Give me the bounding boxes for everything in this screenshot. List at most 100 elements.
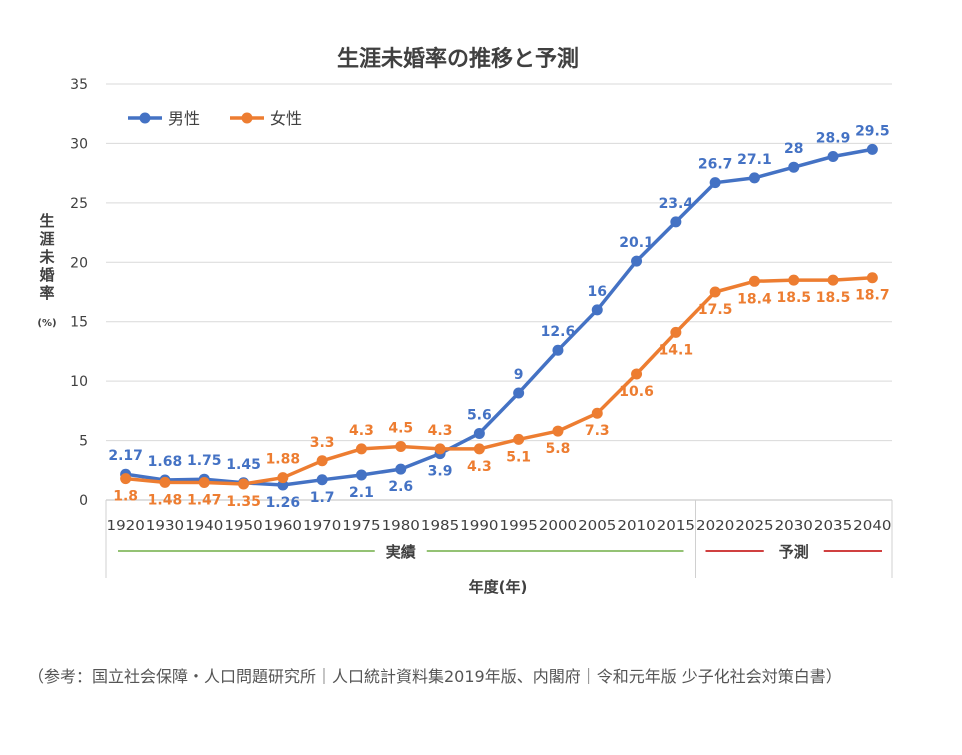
- data-point: [788, 274, 800, 286]
- source-caption: （参考：国立社会保障・人口問題研究所｜人口統計資料集2019年版、内閣府｜令和元…: [28, 667, 842, 686]
- data-label: 1.48: [148, 492, 183, 508]
- data-label: 16: [588, 284, 607, 300]
- data-point: [395, 463, 407, 475]
- data-label: 1.68: [148, 454, 183, 470]
- data-label: 12.6: [541, 324, 576, 340]
- data-label: 1.7: [310, 490, 335, 506]
- data-label: 1.45: [226, 457, 261, 473]
- data-label: 17.5: [698, 302, 733, 318]
- data-label: 4.3: [428, 423, 453, 439]
- x-tick-label: 1930: [146, 519, 184, 534]
- y-tick-label: 0: [79, 493, 88, 509]
- x-tick-label: 1990: [460, 519, 498, 534]
- data-label: 26.7: [698, 157, 733, 173]
- y-tick-label: 10: [70, 374, 88, 390]
- data-label: 4.5: [388, 421, 413, 437]
- y-tick-label: 35: [70, 77, 88, 93]
- data-point: [198, 477, 210, 489]
- x-tick-label: 2015: [657, 519, 695, 534]
- data-label: 2.6: [388, 479, 413, 495]
- x-tick-label: 1920: [107, 519, 145, 534]
- data-point: [355, 469, 367, 481]
- period-groups: 実績 予測: [118, 543, 882, 561]
- legend-marker: [241, 112, 253, 124]
- x-tick-label: 1980: [382, 519, 420, 534]
- axes: 1920 1930 1940 1950 1960 1970 1975 1980 1985 1990…: [105, 499, 893, 578]
- x-tick-label: 2010: [617, 519, 655, 534]
- legend-marker: [139, 112, 151, 124]
- x-tick-label: 1975: [342, 519, 380, 534]
- data-point: [866, 143, 878, 155]
- data-label: 1.88: [266, 452, 301, 468]
- data-label: 18.5: [776, 290, 811, 306]
- data-label: 1.26: [266, 495, 301, 511]
- data-label: 28: [784, 141, 803, 157]
- y-tick-label: 15: [70, 315, 88, 331]
- data-point: [709, 177, 721, 189]
- y-label-char: 未: [38, 248, 55, 266]
- data-point: [748, 275, 760, 287]
- data-label: 5.6: [467, 407, 492, 423]
- data-label: 18.7: [855, 288, 890, 304]
- data-label: 1.35: [226, 494, 261, 510]
- data-point: [748, 172, 760, 184]
- group-label-forecast: 予測: [779, 543, 809, 561]
- y-tick-label: 25: [70, 196, 88, 212]
- data-label: 23.4: [659, 196, 694, 212]
- y-label-char: 率: [39, 284, 54, 302]
- data-label: 2.1: [349, 485, 374, 501]
- data-label: 1.8: [113, 489, 138, 505]
- data-label: 1.47: [187, 493, 222, 509]
- y-label-char: 涯: [39, 230, 54, 248]
- chart-title: 生涯未婚率の推移と予測: [337, 46, 579, 72]
- x-tick-label: 1995: [500, 519, 538, 534]
- legend-label: 女性: [270, 109, 302, 128]
- data-point: [434, 443, 446, 455]
- data-label: 5.1: [506, 449, 531, 465]
- data-point: [827, 151, 839, 163]
- data-label: 9: [514, 367, 524, 383]
- data-label: 18.5: [816, 290, 851, 306]
- data-point: [316, 474, 328, 486]
- data-label: 3.3: [310, 435, 335, 451]
- data-point: [395, 441, 407, 453]
- series-line: [125, 147, 873, 487]
- group-label-actual: 実績: [386, 543, 416, 561]
- data-point: [631, 368, 643, 380]
- data-label: 5.8: [546, 441, 571, 457]
- data-point: [591, 407, 603, 419]
- data-label: 4.3: [349, 423, 374, 439]
- x-tick-label: 1950: [224, 519, 262, 534]
- y-tick-label: 20: [70, 255, 88, 271]
- y-axis-label: 生涯未婚率 (%): [37, 212, 56, 329]
- data-point: [670, 216, 682, 228]
- series: 2.17 1.68 1.75 1.45 1.26 1.7 2.1 2.6 3.9 5.6 9 12.6…: [108, 123, 889, 511]
- data-point: [827, 274, 839, 286]
- data-label: 20.1: [619, 235, 654, 251]
- grid: 0 5 10 15 20 25 30 35: [70, 77, 892, 509]
- y-label-char: 生: [39, 212, 54, 230]
- data-point: [788, 161, 800, 173]
- series-male: [120, 143, 878, 491]
- x-tick-label: 1960: [264, 519, 302, 534]
- data-label: 7.3: [585, 423, 610, 439]
- legend: 男性 女性: [128, 109, 302, 128]
- series-female: [120, 272, 878, 490]
- x-tick-label: 1970: [303, 519, 341, 534]
- data-point: [277, 472, 289, 484]
- data-label: 14.1: [659, 342, 694, 358]
- x-tick-label: 1985: [421, 519, 459, 534]
- x-tick-label: 2025: [735, 519, 773, 534]
- data-label: 4.3: [467, 459, 492, 475]
- data-point: [159, 476, 171, 488]
- y-tick-label: 5: [79, 434, 88, 450]
- data-point: [552, 344, 564, 356]
- data-label: 2.17: [108, 448, 143, 464]
- x-tick-label: 2030: [775, 519, 813, 534]
- data-point: [238, 478, 250, 490]
- data-point: [473, 443, 485, 455]
- x-tick-label: 2040: [853, 519, 891, 534]
- data-label: 27.1: [737, 152, 772, 168]
- data-point: [473, 427, 485, 439]
- series-line: [125, 275, 873, 486]
